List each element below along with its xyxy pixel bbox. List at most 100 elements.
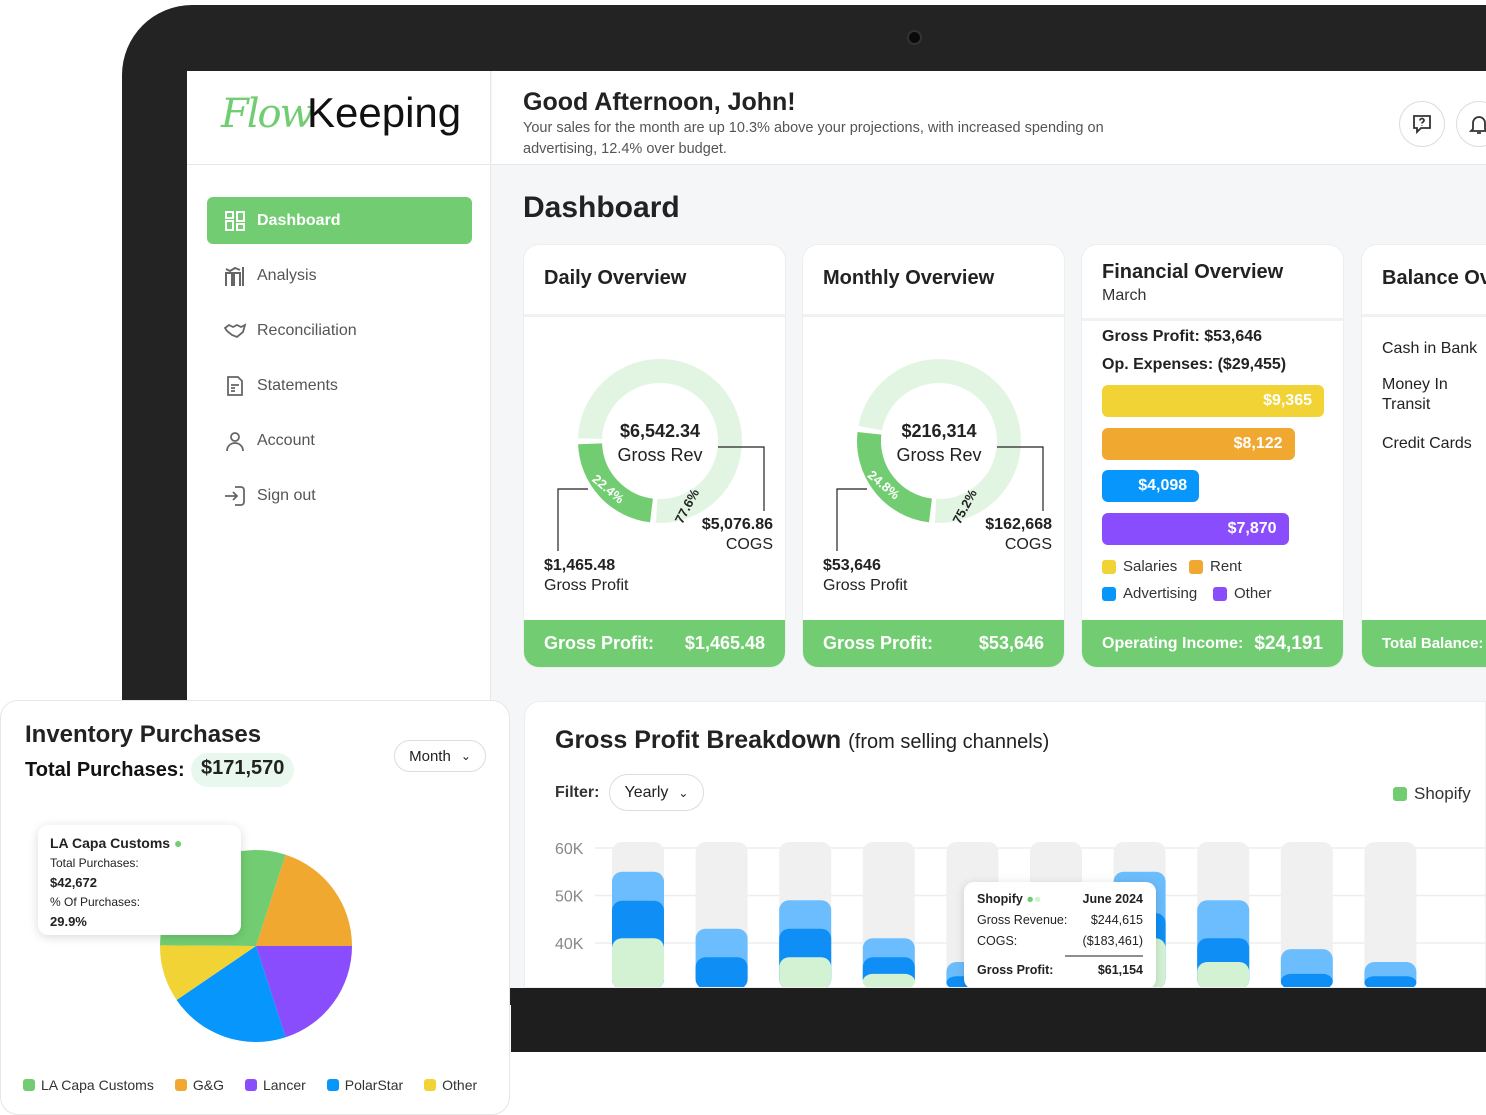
tooltip-pct-value: 29.9% bbox=[50, 914, 87, 929]
legend-swatch bbox=[244, 1079, 257, 1091]
laptop-bottom-bezel bbox=[511, 988, 1486, 1052]
legend-shopify: Shopify bbox=[1393, 784, 1471, 804]
profit-text: Gross Profit bbox=[823, 577, 908, 594]
cogs-label: $5,076.86 COGS bbox=[702, 515, 773, 555]
title-suffix: (from selling channels) bbox=[848, 731, 1050, 753]
pie-slice bbox=[256, 854, 352, 946]
logo-flow: Flow bbox=[221, 91, 314, 137]
legend-label: G&G bbox=[192, 1077, 224, 1093]
card-subtitle: March bbox=[1102, 287, 1147, 304]
footer-label: Total Balance: bbox=[1382, 635, 1484, 652]
profit-arc bbox=[578, 359, 742, 523]
profit-arc bbox=[857, 359, 1021, 523]
bar-segment bbox=[779, 957, 832, 987]
card-footer: Total Balance: bbox=[1362, 620, 1486, 667]
sidebar-item-dashboard[interactable]: Dashboard bbox=[207, 197, 472, 244]
legend-label: Advertising bbox=[1123, 585, 1198, 602]
tooltip-rev-value: $244,615 bbox=[1090, 913, 1143, 927]
card-header: Financial Overview March bbox=[1082, 245, 1343, 321]
footer-label: Gross Profit: bbox=[544, 633, 655, 653]
center-label: Gross Rev bbox=[896, 445, 982, 465]
sidebar-item-analysis[interactable]: Analysis bbox=[207, 252, 472, 299]
legend-swatch bbox=[174, 1079, 187, 1091]
card-title: Gross Profit Breakdown (from selling cha… bbox=[555, 726, 1049, 755]
op-expenses-text: Op. Expenses: ($29,455) bbox=[1102, 356, 1287, 373]
sidebar-item-label: Reconciliation bbox=[257, 321, 357, 339]
expense-bar: $9,365 bbox=[1102, 385, 1324, 417]
cash-in-bank-label: Cash in Bank bbox=[1382, 340, 1478, 357]
legend-item: Lancer bbox=[244, 1077, 306, 1093]
profit-value: $1,465.48 bbox=[544, 557, 616, 574]
pie-legend: LA Capa Customs G&G Lancer PolarStar Other bbox=[23, 1077, 477, 1093]
legend-item: G&G bbox=[174, 1077, 224, 1093]
center-value: $216,314 bbox=[901, 421, 977, 441]
footer-label: Operating Income: bbox=[1102, 634, 1244, 652]
sidebar-item-account[interactable]: Account bbox=[207, 417, 472, 464]
financial-overview-card: Financial Overview March Gross Profit: $5… bbox=[1081, 244, 1344, 668]
expense-bar: $7,870 bbox=[1102, 512, 1289, 545]
legend-label: Rent bbox=[1210, 558, 1242, 575]
profit-label: $53,646 Gross Profit bbox=[823, 556, 907, 596]
tooltip-profit-value: $61,154 bbox=[1097, 963, 1143, 977]
y-tick-label: 50K bbox=[555, 889, 584, 906]
sidebar-item-label: Sign out bbox=[257, 486, 316, 504]
tooltip-date: June 2024 bbox=[1082, 892, 1143, 906]
legend-label: Lancer bbox=[262, 1077, 306, 1093]
notifications-button[interactable] bbox=[1456, 101, 1486, 147]
tooltip-cogs-value: ($183,461) bbox=[1082, 934, 1143, 948]
center-value: $6,542.34 bbox=[619, 421, 701, 441]
sign-out-icon bbox=[225, 485, 245, 506]
sidebar-item-statements[interactable]: Statements bbox=[207, 362, 472, 409]
footer-label: Gross Profit: bbox=[823, 633, 934, 653]
sidebar-item-sign-out[interactable]: Sign out bbox=[207, 472, 472, 519]
card-footer: Gross Profit: $53,646 bbox=[803, 620, 1064, 667]
legend-label: Salaries bbox=[1123, 558, 1178, 575]
tooltip-profit-label: Gross Profit: bbox=[977, 963, 1054, 977]
legend-label: Other bbox=[442, 1077, 478, 1093]
legend-item: PolarStar bbox=[326, 1077, 404, 1093]
card-title: Financial Overview bbox=[1102, 261, 1284, 283]
gross-profit-text: Gross Profit: $53,646 bbox=[1102, 328, 1263, 345]
bar-segment bbox=[1280, 973, 1333, 987]
app-screen: Flow Keeping Dashboard Analysis Reconcil… bbox=[187, 71, 1486, 988]
help-button[interactable] bbox=[1399, 101, 1445, 147]
legend-label: PolarStar bbox=[344, 1077, 404, 1093]
filter-label: Filter: bbox=[555, 784, 600, 801]
daily-donut-chart: 22.4% 77.6% bbox=[557, 359, 765, 551]
title-text: Gross Profit Breakdown bbox=[555, 726, 842, 754]
legend-item: LA Capa Customs bbox=[23, 1077, 154, 1093]
help-icon bbox=[1413, 115, 1431, 135]
card-footer: Gross Profit: $1,465.48 bbox=[524, 620, 785, 667]
legend-label: LA Capa Customs bbox=[41, 1077, 154, 1093]
sidebar-item-label: Account bbox=[257, 431, 315, 449]
cogs-leader-line bbox=[718, 446, 765, 511]
tooltip-channel-text: Shopify bbox=[977, 892, 1023, 906]
logo: Flow Keeping bbox=[187, 71, 491, 165]
page-title: Dashboard bbox=[523, 191, 680, 224]
period-dropdown[interactable]: Month ⌄ bbox=[394, 740, 486, 772]
filter-value: Yearly bbox=[624, 783, 669, 801]
pie-slice bbox=[160, 945, 256, 1000]
bell-icon bbox=[1468, 116, 1486, 134]
dashboard-icon bbox=[225, 210, 245, 231]
sidebar-item-reconciliation[interactable]: Reconciliation bbox=[207, 307, 472, 354]
monthly-overview-card: Monthly Overview 24.8% 75.2% $216,314 Gros… bbox=[802, 244, 1065, 668]
chart-tooltip: Shopify ●● June 2024 Gross Revenue: $244,6… bbox=[964, 882, 1156, 987]
tooltip-name: LA Capa Customs bbox=[50, 835, 171, 851]
profit-leader-line bbox=[557, 488, 588, 551]
legend-label: Other bbox=[1234, 585, 1272, 602]
bar-segment bbox=[695, 957, 748, 987]
tooltip-pct-label: % Of Purchases: bbox=[50, 894, 141, 909]
legend-swatch bbox=[23, 1079, 35, 1091]
bar-segment bbox=[1364, 976, 1417, 987]
profit-label: $1,465.48 Gross Profit bbox=[544, 556, 628, 596]
pie-slice bbox=[256, 946, 352, 1038]
card-title: Balance Overview bbox=[1362, 245, 1486, 317]
donut-center: $6,542.34 Gross Rev bbox=[524, 419, 785, 467]
profit-value: $53,646 bbox=[823, 557, 881, 574]
cogs-arc bbox=[578, 359, 742, 523]
credit-cards-label: Credit Cards bbox=[1382, 435, 1472, 452]
greeting-message: Your sales for the month are up 10.3% ab… bbox=[523, 120, 1104, 157]
filter-dropdown[interactable]: Yearly ⌄ bbox=[609, 774, 704, 811]
legend-advertising: Advertising bbox=[1102, 585, 1197, 602]
